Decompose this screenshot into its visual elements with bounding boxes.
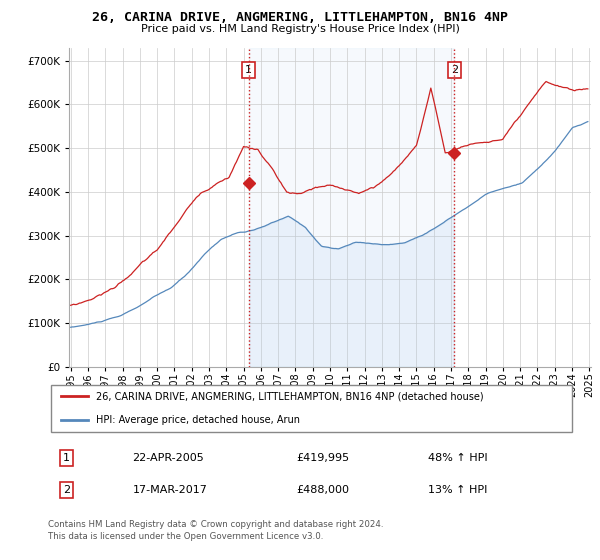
Text: 13% ↑ HPI: 13% ↑ HPI — [428, 485, 488, 495]
Text: 1: 1 — [245, 65, 252, 75]
FancyBboxPatch shape — [50, 385, 572, 432]
Text: 48% ↑ HPI: 48% ↑ HPI — [428, 453, 488, 463]
Text: £419,995: £419,995 — [296, 453, 349, 463]
Text: 2: 2 — [63, 485, 70, 495]
Text: 2: 2 — [451, 65, 458, 75]
Text: Price paid vs. HM Land Registry's House Price Index (HPI): Price paid vs. HM Land Registry's House … — [140, 24, 460, 34]
Text: Contains HM Land Registry data © Crown copyright and database right 2024.
This d: Contains HM Land Registry data © Crown c… — [48, 520, 383, 541]
Text: 17-MAR-2017: 17-MAR-2017 — [133, 485, 208, 495]
Bar — [249, 48, 454, 367]
Text: 22-APR-2005: 22-APR-2005 — [133, 453, 204, 463]
Text: HPI: Average price, detached house, Arun: HPI: Average price, detached house, Arun — [95, 415, 299, 425]
Text: 26, CARINA DRIVE, ANGMERING, LITTLEHAMPTON, BN16 4NP: 26, CARINA DRIVE, ANGMERING, LITTLEHAMPT… — [92, 11, 508, 24]
Text: £488,000: £488,000 — [296, 485, 349, 495]
Text: 1: 1 — [63, 453, 70, 463]
Text: 26, CARINA DRIVE, ANGMERING, LITTLEHAMPTON, BN16 4NP (detached house): 26, CARINA DRIVE, ANGMERING, LITTLEHAMPT… — [95, 391, 483, 402]
